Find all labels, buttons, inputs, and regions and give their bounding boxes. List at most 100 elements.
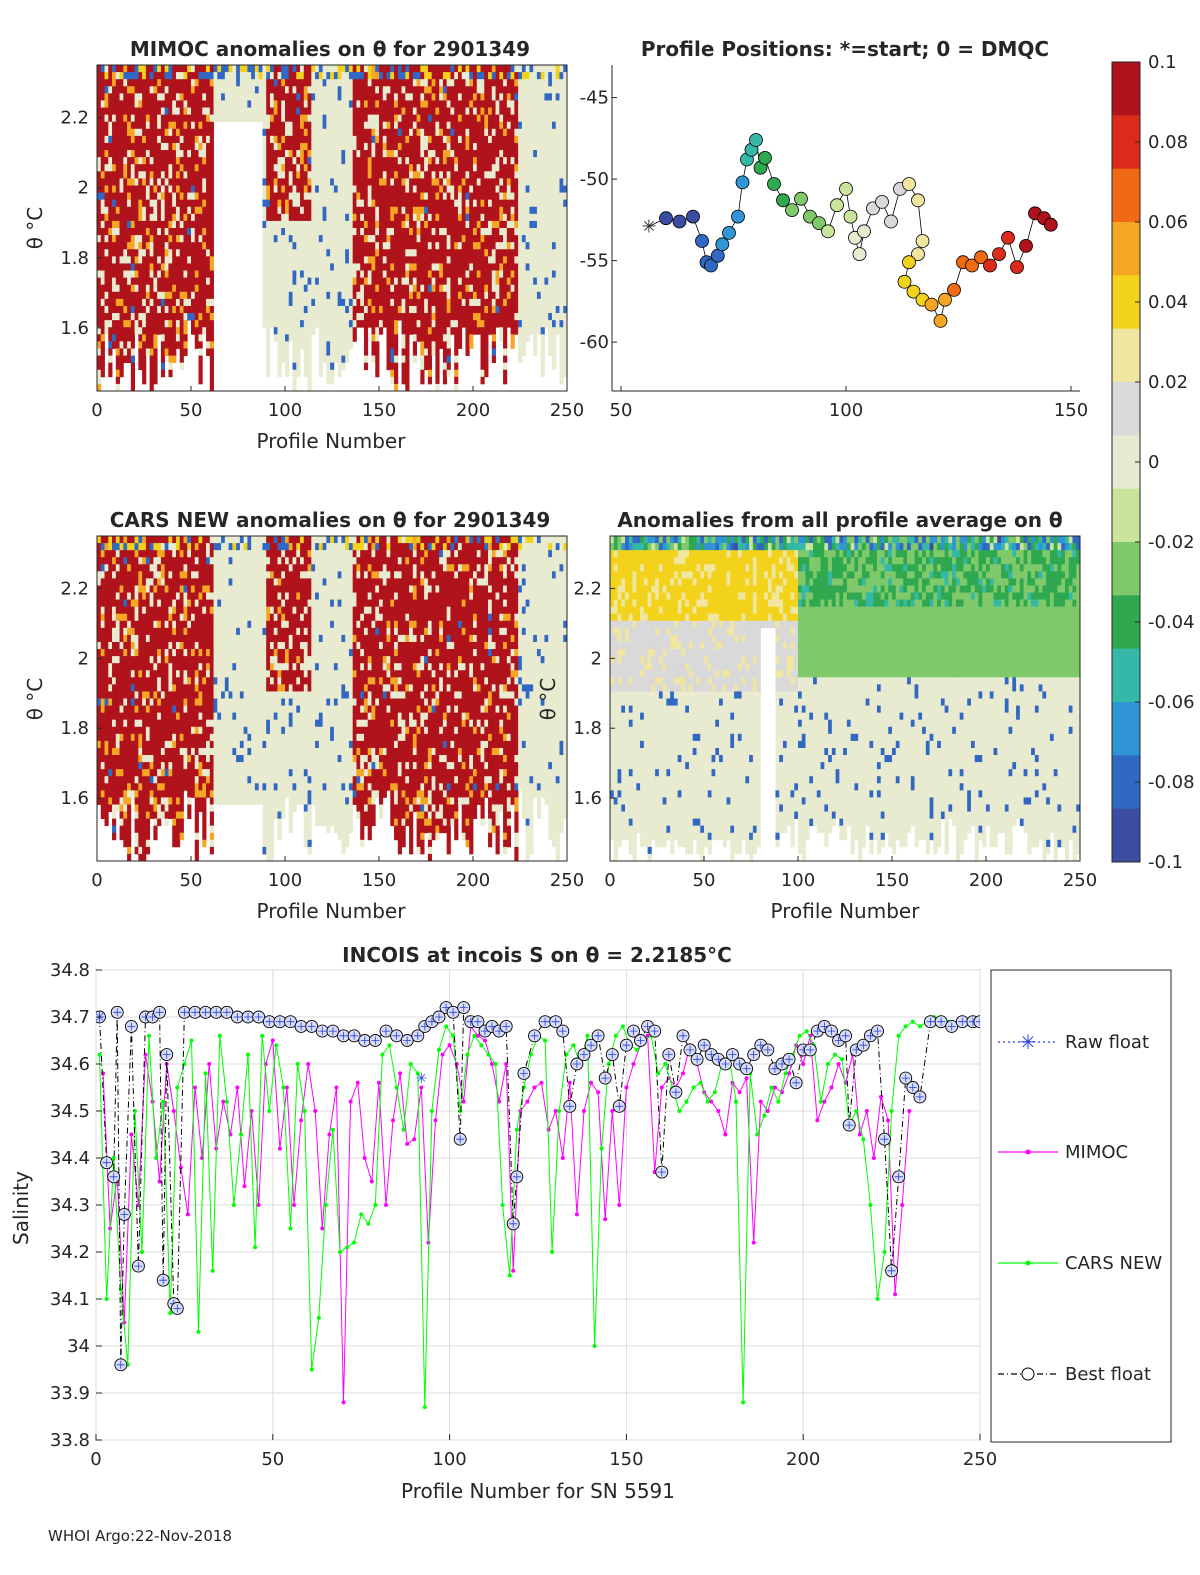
mimoc-cell	[367, 206, 372, 215]
mimoc-cell	[123, 305, 128, 314]
mimoc-cell	[439, 242, 444, 250]
mimoc-cell	[551, 121, 557, 130]
mimoc-cell	[533, 298, 538, 307]
mimoc-cell	[555, 135, 560, 144]
mimoc-cell	[518, 128, 523, 137]
mimoc-cell	[160, 320, 166, 328]
mimoc-cell	[198, 341, 203, 349]
mimoc-cell	[292, 341, 297, 349]
mimoc-cell	[473, 100, 478, 108]
mimoc-cell	[130, 362, 135, 371]
mimoc-cell	[469, 100, 474, 108]
mimoc-cell	[439, 249, 444, 257]
mimoc-cell	[179, 142, 184, 151]
mimoc-cell	[164, 100, 169, 108]
cars-cell	[100, 790, 105, 798]
mimoc-cell	[424, 249, 429, 257]
mimoc-cell	[386, 334, 391, 342]
mimoc-cell	[213, 65, 218, 73]
mimoc-cell	[488, 142, 493, 151]
mimoc-cell	[379, 298, 384, 307]
mimoc-cell	[499, 256, 504, 264]
mimoc-cell	[533, 72, 538, 80]
mimoc-cell	[488, 327, 493, 335]
cars-cell	[104, 712, 109, 721]
mimoc-cell	[115, 185, 120, 193]
positions-profile-point	[767, 177, 781, 191]
mimoc-cell	[551, 72, 557, 80]
mimoc-cell	[551, 256, 557, 264]
mimoc-cell	[239, 72, 245, 80]
mimoc-cell	[431, 185, 436, 193]
mimoc-cell	[130, 320, 135, 328]
mimoc-cell	[288, 100, 293, 108]
mimoc-cell	[277, 65, 282, 73]
mimoc-cell	[533, 142, 538, 151]
mimoc-cell	[112, 199, 117, 208]
mimoc-cell	[454, 327, 459, 335]
mimoc-cell	[375, 355, 380, 364]
mimoc-cell	[503, 164, 508, 172]
mimoc-cell	[168, 142, 173, 151]
mimoc-cell	[194, 327, 199, 335]
mimoc-cell	[348, 121, 354, 130]
mimoc-cell	[499, 142, 504, 151]
mimoc-cell	[382, 199, 387, 208]
mimoc-cell	[142, 362, 147, 371]
mimoc-cell	[333, 291, 339, 300]
mimoc-cell	[352, 242, 357, 250]
mimoc-cell	[457, 249, 463, 257]
mimoc-cell	[115, 284, 120, 293]
mimoc-cell	[97, 383, 102, 391]
mimoc-cell	[469, 320, 474, 328]
mimoc-cell	[356, 235, 361, 243]
mimoc-cell	[514, 327, 519, 335]
mimoc-cell	[164, 150, 169, 158]
mimoc-cell	[108, 79, 113, 87]
mimoc-cell	[476, 199, 481, 208]
mimoc-cell	[461, 291, 466, 300]
mimoc-cell	[375, 93, 380, 101]
mimoc-cell	[123, 79, 128, 87]
mimoc-cell	[352, 256, 357, 264]
mimoc-cell	[112, 313, 117, 321]
mimoc-cell	[386, 86, 391, 94]
mimoc-cell	[341, 341, 346, 349]
mimoc-cell	[491, 114, 496, 123]
mimoc-cell	[544, 228, 549, 236]
mimoc-cell	[254, 72, 260, 80]
mimoc-cell	[348, 305, 354, 314]
mimoc-cell	[450, 305, 455, 314]
mimoc-cell	[367, 135, 372, 144]
mimoc-cell	[127, 256, 132, 264]
mimoc-cell	[142, 150, 147, 158]
mimoc-cell	[510, 228, 515, 236]
mimoc-cell	[435, 178, 440, 186]
mimoc-cell	[236, 86, 241, 94]
mimoc-cell	[303, 65, 308, 73]
mimoc-cell	[187, 213, 192, 222]
mimoc-cell	[236, 72, 241, 80]
mimoc-cell	[153, 142, 158, 151]
mimoc-cell	[491, 235, 496, 243]
mimoc-cell	[439, 114, 444, 123]
mimoc-cell	[269, 320, 275, 328]
mimoc-cell	[153, 79, 158, 87]
mimoc-cell	[296, 327, 301, 335]
mimoc-cell	[379, 235, 384, 243]
mimoc-cell	[164, 235, 169, 243]
positions-profile-point	[906, 284, 921, 299]
mimoc-heatmap	[97, 65, 567, 391]
mimoc-cell	[442, 185, 448, 193]
mimoc-cell	[427, 228, 433, 236]
mimoc-cell	[337, 235, 342, 243]
mimoc-cell	[503, 291, 508, 300]
mimoc-cell	[386, 107, 391, 116]
mimoc-ytick-label: 1.6	[60, 318, 89, 339]
mimoc-cell	[473, 291, 478, 300]
mimoc-cell	[209, 128, 214, 137]
mimoc-cell	[130, 171, 135, 179]
mimoc-cell	[179, 270, 184, 279]
mimoc-cell	[465, 79, 470, 87]
mimoc-cell	[183, 121, 188, 130]
